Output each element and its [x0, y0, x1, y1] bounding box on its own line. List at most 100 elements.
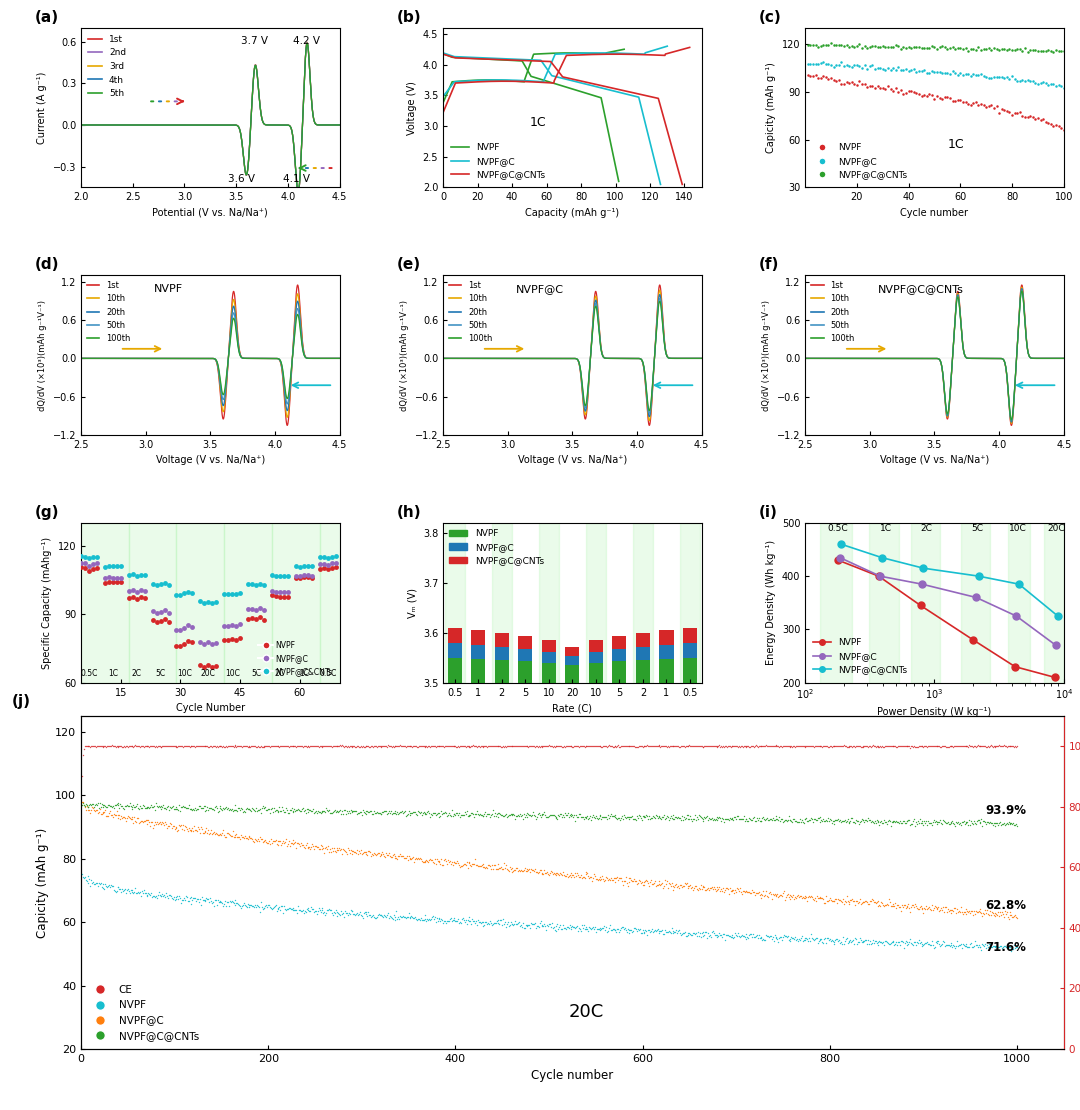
Line: 1st: 1st	[806, 285, 1064, 425]
1st	[653, 279, 666, 292]
10th	[843, 352, 856, 365]
1st	[643, 418, 656, 432]
Line: 100th: 100th	[443, 301, 702, 411]
Line: NVPF@C@CNTs: NVPF@C@CNTs	[838, 541, 1062, 619]
2nd	[328, 119, 341, 132]
1st	[467, 352, 480, 365]
100th	[281, 392, 294, 405]
Text: (a): (a)	[35, 10, 58, 24]
Text: (f): (f)	[758, 258, 779, 272]
Bar	[636, 633, 650, 647]
10th	[696, 352, 708, 365]
Bar	[565, 665, 580, 683]
Line: 10th: 10th	[443, 290, 702, 421]
1st	[690, 352, 703, 365]
X-axis label: Potential (V vs. Na/Na⁺): Potential (V vs. Na/Na⁺)	[152, 208, 268, 218]
X-axis label: Cycle number: Cycle number	[531, 1069, 613, 1082]
2nd	[120, 119, 133, 132]
10th	[690, 352, 703, 365]
100th	[185, 352, 198, 365]
Text: 1C: 1C	[529, 117, 545, 129]
50th	[292, 302, 305, 315]
Legend: NVPF, NVPF@C, NVPF@C@CNTs: NVPF, NVPF@C, NVPF@C@CNTs	[810, 635, 912, 678]
Legend: 1st, 10th, 20th, 50th, 100th: 1st, 10th, 20th, 50th, 100th	[85, 280, 132, 344]
Bar	[495, 633, 509, 647]
Text: 5C: 5C	[156, 669, 165, 678]
20th	[104, 352, 117, 365]
Bar	[1008, 523, 1030, 683]
10th	[546, 352, 559, 365]
50th	[281, 397, 294, 411]
1st	[300, 352, 313, 365]
50th	[1052, 352, 1065, 365]
1st	[843, 352, 856, 365]
50th	[1057, 352, 1070, 365]
Bar	[683, 658, 697, 683]
4th	[75, 119, 87, 132]
100th	[104, 352, 117, 365]
50th	[1005, 414, 1018, 427]
50th	[909, 352, 922, 365]
4th	[328, 119, 341, 132]
Bar	[471, 645, 485, 658]
Bar	[589, 663, 603, 683]
Bar	[471, 658, 485, 683]
Line: 10th: 10th	[81, 294, 339, 417]
Text: 0.5C: 0.5C	[80, 669, 97, 678]
20th	[828, 352, 841, 365]
Y-axis label: Specific Capacity (mAhg⁻¹): Specific Capacity (mAhg⁻¹)	[42, 537, 52, 669]
10th	[1015, 281, 1028, 294]
1st	[104, 352, 117, 365]
Text: 2C: 2C	[275, 669, 285, 678]
10th	[75, 352, 87, 365]
NVPF@C@CNTs	[917, 562, 930, 575]
100th	[75, 352, 87, 365]
Y-axis label: dQ/dV (×10³)(mAh g⁻¹V⁻¹): dQ/dV (×10³)(mAh g⁻¹V⁻¹)	[401, 300, 409, 411]
Y-axis label: Voltage (V): Voltage (V)	[407, 81, 417, 134]
4th	[174, 119, 187, 132]
1st	[292, 185, 305, 199]
Bar	[636, 647, 650, 659]
Bar	[612, 662, 626, 683]
X-axis label: Power Density (W kg⁻¹): Power Density (W kg⁻¹)	[877, 707, 991, 717]
X-axis label: Voltage (V vs. Na/Na⁺): Voltage (V vs. Na/Na⁺)	[156, 455, 265, 465]
Bar	[660, 658, 674, 683]
1st	[897, 352, 910, 365]
X-axis label: Cycle number: Cycle number	[901, 208, 969, 218]
20th	[690, 352, 703, 365]
1st	[1005, 418, 1018, 432]
20th	[696, 352, 708, 365]
1st	[482, 352, 495, 365]
10th	[1005, 416, 1018, 430]
Bar	[518, 662, 532, 683]
100th	[643, 404, 656, 417]
Bar	[660, 645, 674, 658]
Text: NVPF@C: NVPF@C	[515, 284, 564, 294]
50th	[1025, 352, 1038, 365]
Line: 2nd: 2nd	[81, 42, 339, 192]
Bar	[961, 523, 990, 683]
20th	[1052, 352, 1065, 365]
Text: 0.5C: 0.5C	[319, 669, 336, 678]
Text: 1C: 1C	[880, 524, 892, 533]
100th	[328, 352, 341, 365]
100th	[1015, 284, 1028, 297]
4th	[292, 185, 305, 199]
100th	[1025, 352, 1038, 365]
NVPF@C@CNTs	[835, 537, 848, 551]
20th	[328, 352, 341, 365]
20th	[1057, 352, 1070, 365]
50th	[662, 352, 675, 365]
4th	[300, 37, 313, 50]
Text: 10C: 10C	[1009, 524, 1027, 533]
NVPF@C@CNTs	[875, 551, 888, 564]
10th	[1052, 352, 1065, 365]
Bar	[81, 523, 129, 683]
Y-axis label: Current (A g⁻¹): Current (A g⁻¹)	[37, 71, 48, 144]
1st	[1052, 352, 1065, 365]
Bar	[612, 649, 626, 662]
Text: 10C: 10C	[225, 669, 240, 678]
100th	[897, 352, 910, 365]
5th	[333, 119, 346, 132]
Text: 71.6%: 71.6%	[985, 940, 1026, 953]
